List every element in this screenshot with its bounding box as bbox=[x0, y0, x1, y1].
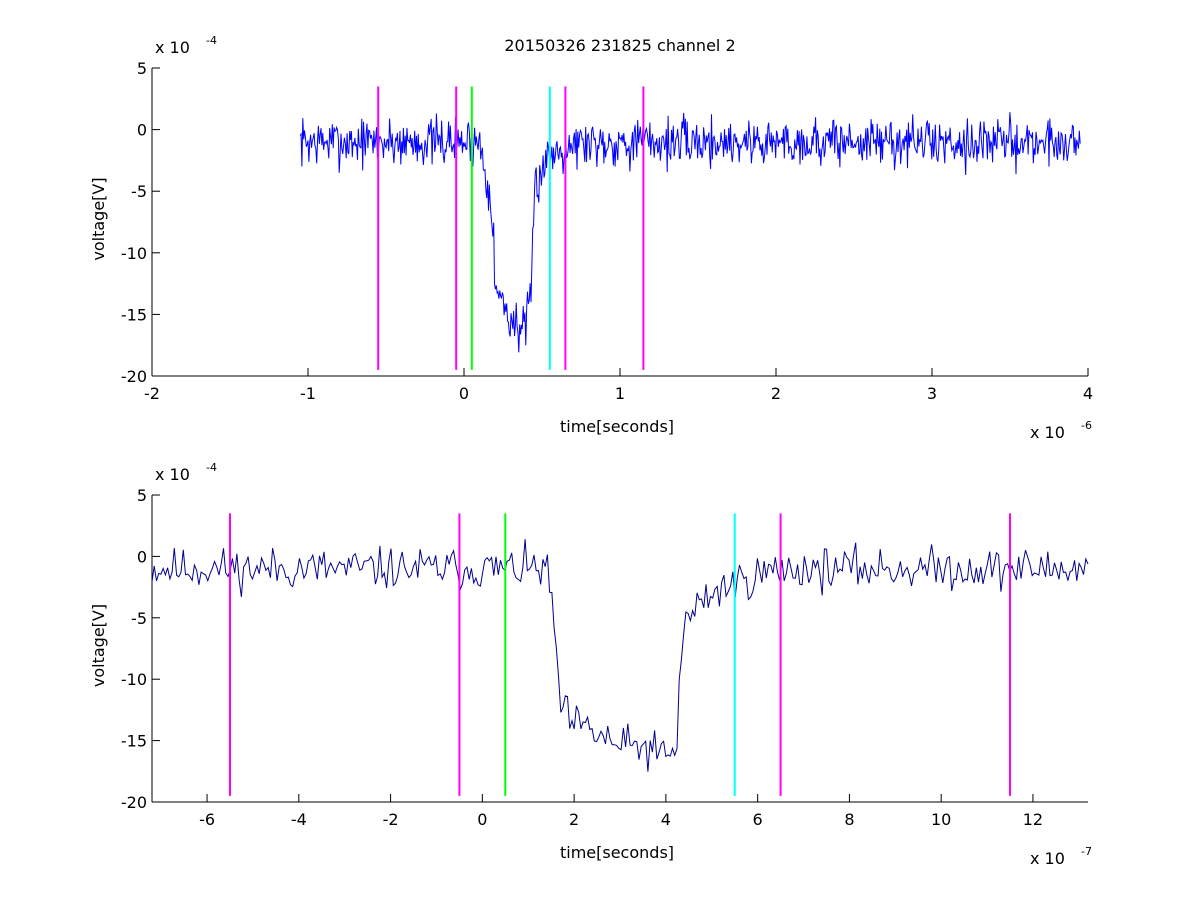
x-tick-label: 6 bbox=[753, 810, 763, 829]
y-tick-label: -20 bbox=[121, 793, 147, 812]
y-exponent: -4 bbox=[206, 34, 217, 47]
signal-trace bbox=[151, 539, 1089, 772]
x-axis-label: time[seconds] bbox=[560, 843, 674, 862]
x-tick-label: -2 bbox=[144, 384, 160, 403]
y-exponent: -4 bbox=[206, 461, 217, 474]
x-tick-label: 4 bbox=[1083, 384, 1093, 403]
x-tick-label: 0 bbox=[477, 810, 487, 829]
x-exponent: -6 bbox=[1081, 419, 1092, 432]
y-tick-label: -15 bbox=[121, 305, 147, 324]
x-axis-label: time[seconds] bbox=[560, 417, 674, 436]
y-tick-label: 5 bbox=[137, 486, 147, 505]
y-tick-label: 5 bbox=[137, 59, 147, 78]
y-tick-label: 0 bbox=[137, 547, 147, 566]
top-plot: 20150326 231825 channel 2 -2 -1 0 1 2 3 450-5-… bbox=[89, 34, 1093, 442]
y-axis-label: voltage[V] bbox=[89, 177, 108, 260]
x-tick-label: 12 bbox=[1023, 810, 1043, 829]
x-tick-label: 4 bbox=[661, 810, 671, 829]
plot-title: 20150326 231825 channel 2 bbox=[504, 36, 735, 55]
x-tick-label: -1 bbox=[300, 384, 316, 403]
x-multiplier: x 10 bbox=[1030, 849, 1065, 868]
signal-trace bbox=[299, 112, 1081, 353]
y-tick-label: 0 bbox=[137, 121, 147, 140]
bottom-plot: -6 -4 -2 0 2 4 6 8 10 1250-5-10-15-20time[seconds… bbox=[89, 461, 1092, 868]
y-tick-label: -10 bbox=[121, 244, 147, 263]
x-tick-label: 8 bbox=[844, 810, 854, 829]
y-multiplier: x 10 bbox=[155, 465, 190, 484]
y-tick-label: -5 bbox=[131, 182, 147, 201]
y-tick-label: -5 bbox=[131, 609, 147, 628]
x-tick-label: -4 bbox=[291, 810, 307, 829]
x-tick-label: -2 bbox=[383, 810, 399, 829]
x-tick-label: 10 bbox=[931, 810, 951, 829]
x-tick-label: 2 bbox=[569, 810, 579, 829]
y-axis-label: voltage[V] bbox=[89, 604, 108, 687]
x-exponent: -7 bbox=[1081, 845, 1092, 858]
y-multiplier: x 10 bbox=[155, 38, 190, 57]
x-tick-label: 3 bbox=[927, 384, 937, 403]
y-tick-label: -20 bbox=[121, 367, 147, 386]
x-tick-label: -6 bbox=[199, 810, 215, 829]
y-tick-label: -10 bbox=[121, 670, 147, 689]
y-tick-label: -15 bbox=[121, 732, 147, 751]
x-tick-label: 1 bbox=[615, 384, 625, 403]
x-tick-label: 2 bbox=[771, 384, 781, 403]
x-multiplier: x 10 bbox=[1030, 423, 1065, 442]
x-tick-label: 0 bbox=[459, 384, 469, 403]
